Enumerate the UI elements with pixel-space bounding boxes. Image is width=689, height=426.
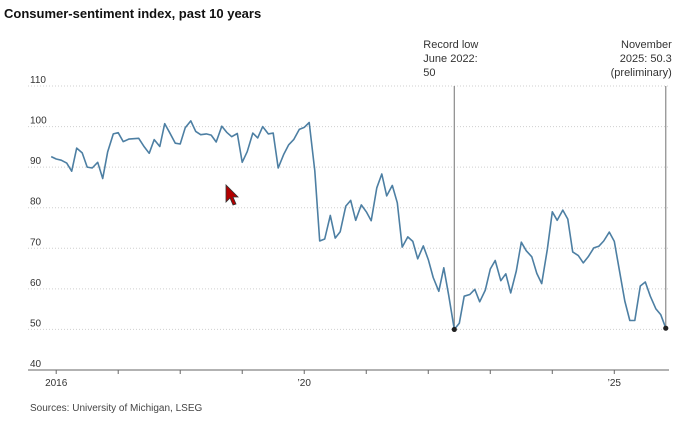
y-tick-label: 40 xyxy=(30,359,42,370)
y-axis: 40 50 60 70 80 90 100 110 xyxy=(30,75,47,370)
annotation-label: 2025: 50.3 xyxy=(620,53,672,65)
y-tick-label: 50 xyxy=(30,318,42,329)
annotation-label: Record low xyxy=(423,39,478,51)
y-tick-label: 70 xyxy=(30,237,42,248)
y-tick-label: 80 xyxy=(30,197,42,208)
grid xyxy=(28,85,669,330)
annotation-label: June 2022: xyxy=(423,53,477,65)
source-note: Sources: University of Michigan, LSEG xyxy=(30,403,203,414)
mouse-cursor-icon xyxy=(225,184,239,206)
annotations: Record low June 2022: 50 November 2025: 50.3… xyxy=(423,39,672,330)
series-group xyxy=(50,120,669,333)
annotation-label: (preliminary) xyxy=(611,67,672,79)
annotation-label: 50 xyxy=(423,67,435,79)
y-tick-label: 110 xyxy=(30,75,46,86)
x-axis: 2016 ’20 ’25 xyxy=(28,369,669,389)
y-tick-label: 60 xyxy=(30,278,42,289)
x-tick-label: 2016 xyxy=(45,378,68,389)
annotation-label: November xyxy=(621,39,672,51)
y-tick-label: 90 xyxy=(30,156,42,167)
sentiment-line xyxy=(50,120,667,331)
y-tick-label: 100 xyxy=(30,116,47,127)
chart-title: Consumer-sentiment index, past 10 years xyxy=(4,6,261,21)
annotation-point xyxy=(451,326,457,333)
x-tick-label: ’20 xyxy=(298,378,312,389)
annotation-point xyxy=(663,325,669,331)
x-tick-label: ’25 xyxy=(608,378,622,389)
